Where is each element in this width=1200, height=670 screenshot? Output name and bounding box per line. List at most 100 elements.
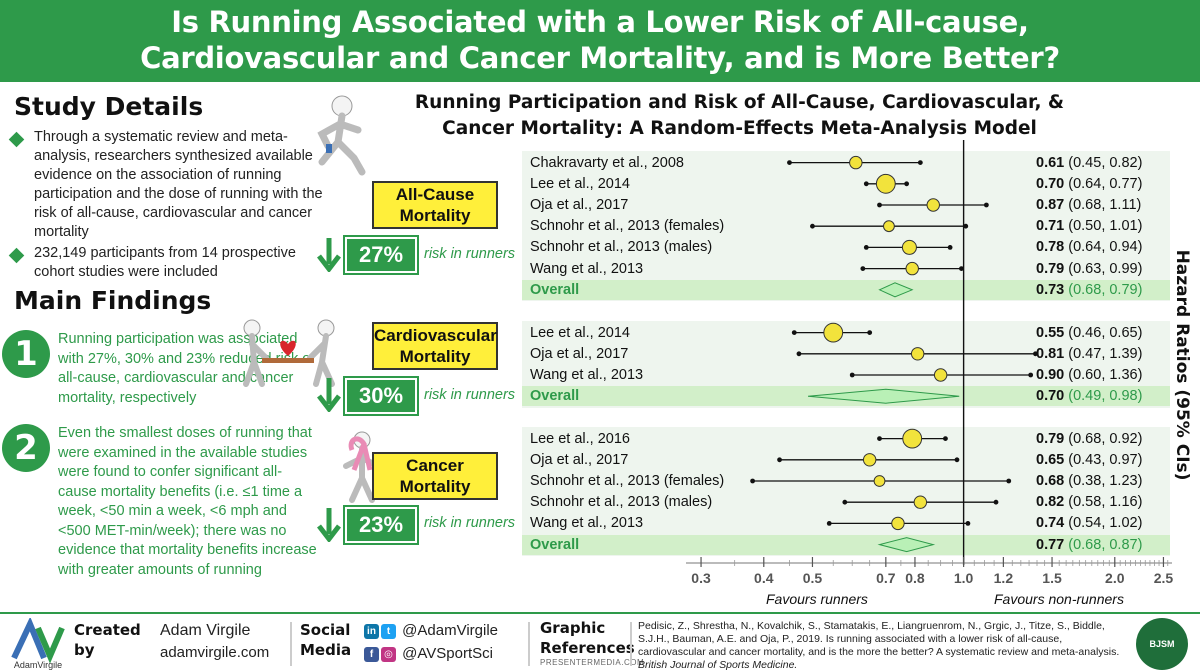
- y-axis-label: Hazard Ratios (95% CIs): [1172, 249, 1192, 481]
- x-axis-tick-label: 0.7: [876, 570, 896, 586]
- figure-title-line2: Cancer Mortality: A Random-Effects Meta-…: [442, 118, 1037, 139]
- mortality-label: Cardiovascular Mortality: [374, 326, 497, 366]
- hazard-ratio-point: 0.79: [1036, 430, 1065, 447]
- hazard-ratio-value: 0.71 (0.50, 1.01): [1036, 217, 1142, 235]
- hazard-ratio-value: 0.55 (0.46, 0.65): [1036, 324, 1142, 342]
- main-findings-title: Main Findings: [14, 286, 212, 315]
- x-axis-tick-label: 2.5: [1154, 570, 1174, 586]
- overall-label: Overall: [530, 536, 580, 553]
- header-banner: Is Running Associated with a Lower Risk …: [0, 0, 1200, 82]
- confidence-interval: (0.64, 0.94): [1064, 239, 1143, 256]
- confidence-interval: (0.54, 1.02): [1064, 515, 1143, 532]
- stretcher-figures-icon: [243, 319, 335, 387]
- study-label: Wang et al., 2013: [530, 515, 644, 532]
- instagram-icon[interactable]: ◎: [381, 646, 396, 662]
- risk-in-runners-label: risk in runners: [424, 246, 516, 262]
- logo-text: AdamVirgile: [14, 660, 62, 670]
- footer: AdamVirgile Created by Adam Virgile adam…: [0, 612, 1200, 670]
- handle-adamvirgile[interactable]: @AdamVirgile: [402, 622, 498, 639]
- hazard-ratio-point: 0.74: [1036, 515, 1065, 532]
- x-axis-tick-label: 1.0: [954, 570, 974, 586]
- study-label: Wang et al., 2013: [530, 260, 644, 277]
- media-label: Media: [300, 641, 352, 659]
- favours-runners-label: Favours runners: [766, 591, 868, 607]
- hazard-ratio-value: 0.74 (0.54, 1.02): [1036, 514, 1142, 532]
- study-label: Oja et al., 2017: [530, 451, 629, 468]
- confidence-interval: (0.46, 0.65): [1064, 324, 1143, 341]
- study-label: Lee et al., 2014: [530, 175, 630, 192]
- hazard-ratio-value: 0.79 (0.68, 0.92): [1036, 430, 1142, 448]
- finding-number: 1: [2, 330, 50, 378]
- diamond-bullet-icon: [8, 247, 25, 264]
- hazard-ratio-value: 0.73 (0.68, 0.79): [1036, 281, 1142, 299]
- diamond-bullet-icon: [8, 131, 25, 148]
- down-arrow-icon: [317, 238, 341, 272]
- overall-row-band: [522, 279, 1170, 300]
- risk-in-runners-label: risk in runners: [424, 515, 516, 531]
- study-label: Wang et al., 2013: [530, 367, 644, 383]
- hazard-ratio-point: 0.87: [1036, 197, 1065, 213]
- facebook-icon[interactable]: f: [364, 646, 379, 662]
- hazard-ratio-point: 0.70: [1036, 175, 1065, 192]
- social-row-1[interactable]: in t @AdamVirgile: [364, 622, 498, 639]
- footer-divider: [630, 622, 632, 666]
- study-bullet-text: 232,149 participants from 14 prospective…: [34, 245, 296, 280]
- created-by-label: Created by: [74, 620, 141, 660]
- references-label: References: [540, 639, 635, 657]
- study-label: Schnohr et al., 2013 (males): [530, 494, 713, 511]
- hazard-ratio-point: 0.65: [1036, 451, 1065, 468]
- hazard-ratio-value: 0.65 (0.43, 0.97): [1036, 451, 1142, 469]
- overall-label: Overall: [530, 281, 580, 298]
- author-website-link[interactable]: adamvirgile.com: [160, 644, 270, 661]
- hazard-ratio-point: 0.81: [1036, 345, 1065, 362]
- av-logo-icon: AdamVirgile: [11, 618, 65, 670]
- study-label: Chakravarty et al., 2008: [530, 154, 684, 171]
- graphic-label: Graphic: [540, 619, 606, 637]
- overall-row-band: [522, 534, 1170, 555]
- study-bullet: 232,149 participants from 14 prospective…: [8, 244, 323, 282]
- runner-figure-icon: [317, 95, 366, 176]
- x-axis-tick-label: 0.3: [691, 570, 711, 586]
- study-label: Lee et al., 2016: [530, 430, 630, 447]
- twitter-icon[interactable]: t: [381, 623, 396, 639]
- figure-title: Running Participation and Risk of All-Ca…: [372, 90, 1107, 142]
- hazard-ratio-value: 0.81 (0.47, 1.39): [1036, 345, 1142, 363]
- confidence-interval: (0.64, 0.77): [1064, 175, 1143, 192]
- x-axis-tick-label: 0.5: [803, 570, 823, 586]
- hazard-ratio-point: 0.79: [1036, 260, 1065, 277]
- finding-text: Running participation was associated wit…: [58, 331, 315, 406]
- all-cause-percent-badge: 27%: [343, 235, 419, 275]
- hazard-ratio-value: 0.70 (0.49, 0.98): [1036, 387, 1142, 405]
- linkedin-icon[interactable]: in: [364, 623, 379, 639]
- cardiovascular-percent-badge: 30%: [343, 376, 419, 416]
- confidence-interval: (0.58, 1.16): [1064, 494, 1143, 511]
- hazard-ratio-value: 0.79 (0.63, 0.99): [1036, 260, 1142, 278]
- hazard-ratio-value: 0.90 (0.60, 1.36): [1036, 366, 1142, 384]
- confidence-interval: (0.38, 1.23): [1064, 473, 1143, 489]
- figure-title-line1: Running Participation and Risk of All-Ca…: [414, 92, 1065, 113]
- hazard-ratio-value: 0.70 (0.64, 0.77): [1036, 175, 1142, 193]
- study-bullet-text: Through a systematic review and meta-ana…: [34, 129, 323, 240]
- hazard-ratio-point: 0.78: [1036, 239, 1065, 256]
- handle-avsportsci[interactable]: @AVSportSci: [402, 645, 493, 662]
- confidence-interval: (0.68, 0.92): [1064, 430, 1143, 447]
- hazard-ratio-point: 0.55: [1036, 324, 1065, 341]
- study-label: Schnohr et al., 2013 (males): [530, 239, 713, 256]
- bjsm-badge: BJSM: [1136, 618, 1188, 670]
- x-axis-tick-label: 0.8: [905, 570, 925, 586]
- study-details-title: Study Details: [14, 92, 204, 121]
- down-arrow-icon: [317, 378, 341, 412]
- social-row-2[interactable]: f ◎ @AVSportSci: [364, 645, 493, 662]
- citation-body: Pedisic, Z., Shrestha, N., Kovalchik, S.…: [638, 620, 1120, 658]
- confidence-interval: (0.68, 0.87): [1064, 536, 1143, 553]
- down-arrow-icon: [317, 508, 341, 542]
- header-title-line1: Is Running Associated with a Lower Risk …: [171, 5, 1029, 39]
- author-name: Adam Virgile: [160, 622, 251, 639]
- x-axis-tick-label: 2.0: [1105, 570, 1125, 586]
- citation-journal: British Journal of Sports Medicine.: [638, 659, 798, 670]
- favours-non-runners-label: Favours non-runners: [994, 591, 1124, 607]
- study-label: Schnohr et al., 2013 (females): [530, 218, 725, 235]
- social-media-label: Social Media: [300, 620, 351, 660]
- confidence-interval: (0.68, 0.79): [1064, 281, 1143, 298]
- hazard-ratio-point: 0.90: [1036, 367, 1065, 383]
